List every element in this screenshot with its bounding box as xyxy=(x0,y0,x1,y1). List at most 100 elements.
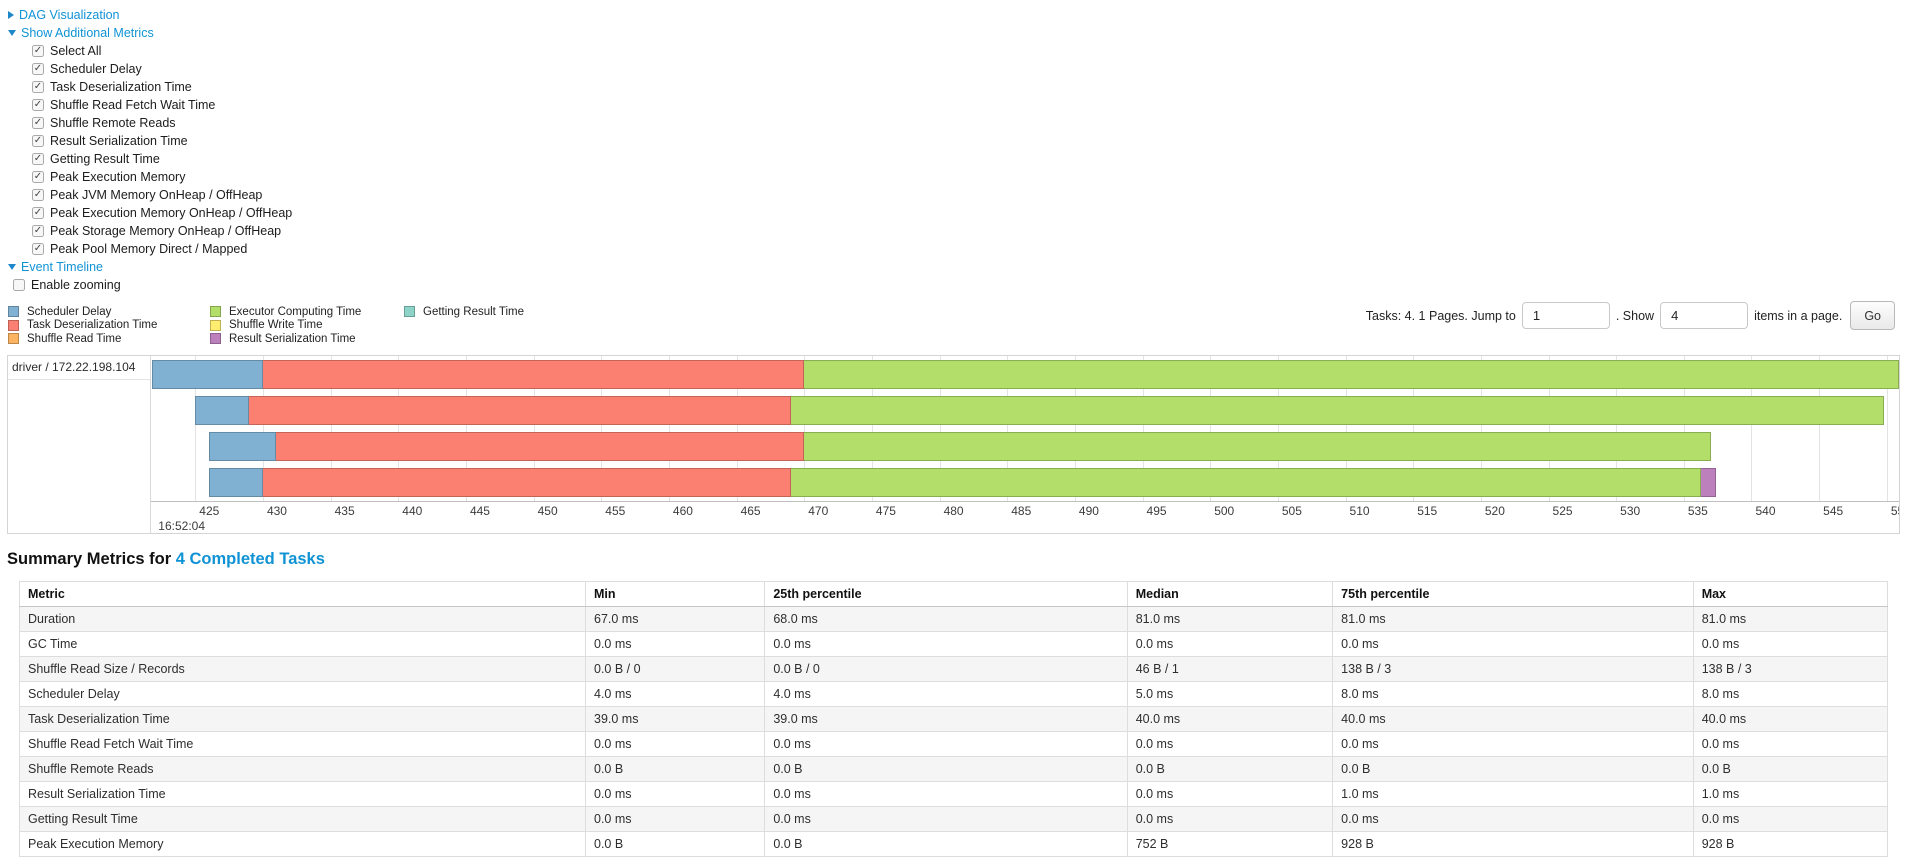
metric-name-cell: Shuffle Read Size / Records xyxy=(19,656,586,682)
table-column-header: Min xyxy=(584,581,766,607)
event-timeline-toggle[interactable]: Event Timeline xyxy=(8,258,1907,276)
event-timeline-link[interactable]: Event Timeline xyxy=(21,260,103,274)
metric-value-cell: 0.0 B xyxy=(764,831,1128,857)
metric-checkbox[interactable] xyxy=(32,243,44,255)
time-gridline xyxy=(465,356,467,501)
task-segment-scheduler_delay[interactable] xyxy=(152,360,263,389)
task-segment-scheduler_delay[interactable] xyxy=(208,432,277,461)
show-additional-metrics-link[interactable]: Show Additional Metrics xyxy=(21,26,154,40)
timeline-plot-area[interactable] xyxy=(152,356,1899,501)
metric-checkbox[interactable] xyxy=(32,45,44,57)
metric-checkbox[interactable] xyxy=(32,117,44,129)
metric-checkbox[interactable] xyxy=(32,189,44,201)
metric-value-cell: 40.0 ms xyxy=(1332,706,1694,732)
time-tick-label: 510 xyxy=(1349,504,1370,518)
stage-page-controls: DAG Visualization Show Additional Metric… xyxy=(0,0,1907,294)
task-segment-executor_computing[interactable] xyxy=(790,468,1702,497)
items-per-page-input[interactable] xyxy=(1660,302,1749,329)
time-tick-label: 470 xyxy=(808,504,829,518)
metric-checkbox[interactable] xyxy=(32,81,44,93)
metric-checkbox[interactable] xyxy=(32,99,44,111)
task-segment-result_serialization[interactable] xyxy=(1701,468,1717,497)
metric-value-cell: 0.0 ms xyxy=(1692,731,1889,757)
metric-checkbox[interactable] xyxy=(32,153,44,165)
metric-value-cell: 752 B xyxy=(1126,831,1334,857)
metric-name-cell: Shuffle Remote Reads xyxy=(19,756,586,782)
dag-visualization-toggle[interactable]: DAG Visualization xyxy=(8,6,1907,24)
time-gridline xyxy=(1413,356,1415,501)
metric-checkbox-label: Shuffle Read Fetch Wait Time xyxy=(50,98,216,112)
metric-value-cell: 0.0 B xyxy=(584,831,766,857)
task-segment-executor_computing[interactable] xyxy=(790,396,1885,425)
time-tick-label: 450 xyxy=(537,504,558,518)
metric-value-cell: 0.0 ms xyxy=(1692,806,1889,832)
metric-checkbox-label: Peak JVM Memory OnHeap / OffHeap xyxy=(50,188,263,202)
go-button[interactable]: Go xyxy=(1850,301,1895,330)
metric-value-cell: 928 B xyxy=(1692,831,1889,857)
metric-checkbox[interactable] xyxy=(32,63,44,75)
metric-checkbox-row: Shuffle Read Fetch Wait Time xyxy=(8,96,1907,114)
metric-checkbox-label: Select All xyxy=(50,44,102,58)
task-segment-task_deserialization[interactable] xyxy=(262,360,805,389)
task-segment-scheduler_delay[interactable] xyxy=(208,468,263,497)
table-row: Shuffle Read Size / Records 0.0 B / 0 0.0 … xyxy=(19,656,1889,682)
summary-metrics-table: Metric Min 25th percentile Median 75th perce… xyxy=(19,581,1889,857)
metric-value-cell: 0.0 B xyxy=(1332,756,1694,782)
table-row: Shuffle Remote Reads 0.0 B 0.0 B 0.0 B 0.0 B… xyxy=(19,756,1889,782)
legend-label: Task Deserialization Time xyxy=(27,319,158,332)
time-gridline xyxy=(330,356,332,501)
metric-value-cell: 0.0 ms xyxy=(1692,631,1889,657)
metric-checkbox-row: Peak Pool Memory Direct / Mapped xyxy=(8,240,1907,258)
time-gridline xyxy=(736,356,738,501)
legend-item-executor_computing: Executor Computing Time xyxy=(210,305,390,319)
task_deserialization-swatch-icon xyxy=(8,319,19,331)
metric-value-cell: 39.0 ms xyxy=(764,706,1128,732)
dag-visualization-link[interactable]: DAG Visualization xyxy=(19,8,120,22)
task-bar xyxy=(152,432,1899,461)
metric-checkbox[interactable] xyxy=(32,135,44,147)
metric-checkbox[interactable] xyxy=(32,225,44,237)
metric-value-cell: 0.0 B / 0 xyxy=(584,656,766,682)
result_serialization-swatch-icon xyxy=(210,333,221,345)
metric-checkbox-row: Peak Execution Memory OnHeap / OffHeap xyxy=(8,204,1907,222)
time-tick-label: 490 xyxy=(1078,504,1099,518)
metric-checkbox-label: Getting Result Time xyxy=(50,152,160,166)
task-segment-executor_computing[interactable] xyxy=(804,360,1899,389)
time-tick-label: 520 xyxy=(1484,504,1505,518)
metric-value-cell: 40.0 ms xyxy=(1126,706,1334,732)
show-text: . Show xyxy=(1615,308,1655,323)
metric-name-cell: Duration xyxy=(19,606,586,632)
metric-name-cell: Shuffle Read Fetch Wait Time xyxy=(19,731,586,757)
metric-checkbox[interactable] xyxy=(32,171,44,183)
time-tick-label: 495 xyxy=(1146,504,1167,518)
table-header-row: Metric Min 25th percentile Median 75th perce… xyxy=(19,581,1889,607)
metric-value-cell: 67.0 ms xyxy=(584,606,766,632)
jump-to-page-input[interactable] xyxy=(1521,302,1610,329)
task-segment-executor_computing[interactable] xyxy=(804,432,1711,461)
time-gridline xyxy=(262,356,264,501)
axis-separator-line xyxy=(8,501,1899,502)
metric-checkbox[interactable] xyxy=(32,207,44,219)
metric-value-cell: 0.0 ms xyxy=(1332,806,1694,832)
metric-checkbox-label: Shuffle Remote Reads xyxy=(50,116,176,130)
show-additional-metrics-toggle[interactable]: Show Additional Metrics xyxy=(8,24,1907,42)
metric-value-cell: 4.0 ms xyxy=(584,681,766,707)
metric-value-cell: 46 B / 1 xyxy=(1126,656,1334,682)
task-segment-task_deserialization[interactable] xyxy=(249,396,791,425)
time-tick-label: 435 xyxy=(334,504,355,518)
time-gridline xyxy=(1819,356,1821,501)
enable-zooming-row: Enable zooming xyxy=(8,276,1907,294)
expanded-arrow-icon xyxy=(8,264,16,270)
task-segment-task_deserialization[interactable] xyxy=(262,468,791,497)
legend-item-shuffle_read: Shuffle Read Time xyxy=(8,332,196,346)
table-row: GC Time 0.0 ms 0.0 ms 0.0 ms 0.0 ms 0.0 ms xyxy=(19,631,1889,657)
task-segment-scheduler_delay[interactable] xyxy=(195,396,250,425)
task-segment-task_deserialization[interactable] xyxy=(276,432,805,461)
enable-zooming-checkbox[interactable] xyxy=(13,279,25,291)
time-tick-label: 440 xyxy=(402,504,423,518)
legend-label: Shuffle Write Time xyxy=(229,319,323,332)
completed-tasks-link[interactable]: 4 Completed Tasks xyxy=(175,550,325,568)
table-column-header: 25th percentile xyxy=(764,581,1128,607)
time-tick-label: 485 xyxy=(1011,504,1032,518)
metric-checkbox-label: Peak Storage Memory OnHeap / OffHeap xyxy=(50,224,282,238)
